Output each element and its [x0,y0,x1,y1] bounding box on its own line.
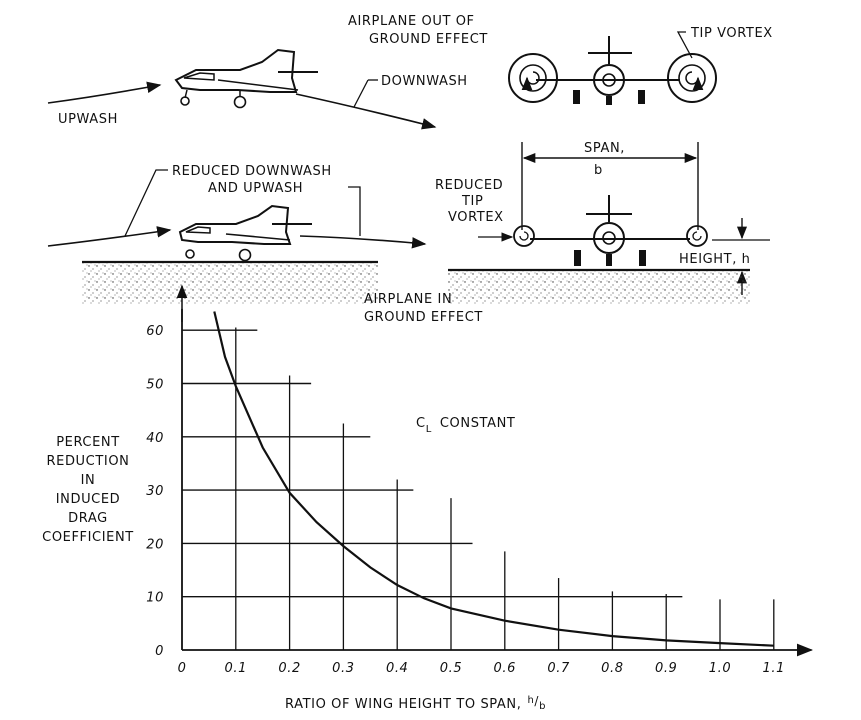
side-view-in-ground-effect: REDUCED DOWNWASH AND UPWASH [47,164,427,322]
x-axis-label: RATIO OF WING HEIGHT TO SPAN, h/b [285,694,546,712]
upwash-label: UPWASH [58,112,118,127]
tip-vortex-left [508,53,558,103]
y-tick-label: 60 [146,324,164,339]
y-tick-label: 30 [146,484,164,499]
airplane-side-body [174,48,298,93]
fuselage-front-in [593,222,625,254]
x-tick-label: 0.5 [440,661,462,676]
span-label-2: b [594,163,603,178]
y-tick-label: 50 [146,378,164,393]
x-tick-label: 0.4 [386,661,408,676]
airplane-side-main-wheel [233,95,247,109]
chart-axes [181,308,814,657]
chart-grid [182,327,775,650]
x-tick-label: 0.7 [547,661,570,676]
x-tick-label: 0.9 [655,661,677,676]
span-label-1: SPAN, [584,141,625,156]
x-tick-label: 1.0 [709,661,731,676]
airplane-side-canopy [183,72,215,81]
downwash-label: DOWNWASH [381,74,468,89]
reduced-vortex-right [686,225,708,247]
y-tick-label: 10 [146,591,164,606]
airplane-ground-main-wheel [238,248,252,262]
ground-right [448,270,750,304]
drag-reduction-chart: 0 0.1 0.2 0.3 0.4 0.5 0.6 0.7 0.8 0.9 1.0 1.1 0 10 20… [42,308,814,712]
x-tick-labels: 0 0.1 0.2 0.3 0.4 0.5 0.6 0.7 0.8 0.9 1.0 1.1 [178,661,785,676]
reduced-tip-label-1: REDUCED [435,178,503,193]
fuselage-front-out [593,64,625,96]
in-ground-label-2: GROUND EFFECT [364,310,483,325]
series-line-drag-reduction [213,311,774,647]
in-ground-label-1: AIRPLANE IN [364,292,452,307]
y-axis-label-line: IN [81,473,96,488]
front-view-in-ground-effect: SPAN, b REDUCED TIP VORTEX HEIGHT, h AIR… [364,141,770,325]
reduced-downwash-label-2: AND UPWASH [208,181,303,196]
upwash-arrow [47,81,162,104]
y-axis-label-line: REDUCTION [47,454,130,469]
x-tick-label: 0.6 [494,661,516,676]
side-view-out-of-ground-effect: UPWASH DOWNWASH [47,48,468,130]
out-of-ground-label-1: AIRPLANE OUT OF [348,14,475,29]
x-tick-label: 0.2 [278,661,300,676]
x-tick-label: 1.1 [763,661,785,676]
reduced-tip-label-3: VORTEX [448,210,504,225]
ground-left [82,262,378,304]
airplane-ground-nose-wheel [185,249,195,259]
y-tick-labels: 0 10 20 30 40 50 60 [146,324,164,659]
y-axis-label-line: PERCENT [56,435,120,450]
y-axis-label-line: INDUCED [56,492,121,507]
cl-constant-annotation: CL CONSTANT [416,416,515,435]
tip-vortex-label: TIP VORTEX [690,26,773,41]
reduced-downwash-label-1: REDUCED DOWNWASH [172,164,332,179]
x-tick-label: 0 [178,661,187,676]
airplane-ground-body [178,204,292,245]
downwash-arrow [295,93,437,130]
y-tick-label: 0 [155,644,164,659]
airplane-side-nose-wheel [180,96,190,106]
reduced-downwash-arrow [299,235,427,249]
reduced-tip-label-2: TIP [461,194,483,209]
height-label: HEIGHT, h [679,252,751,267]
y-axis-label: PERCENT REDUCTION IN INDUCED DRAG COEFFICIENT [42,435,134,545]
front-view-out-of-ground-effect: AIRPLANE OUT OF GROUND EFFECT TIP VORTEX [348,14,773,105]
x-tick-label: 0.3 [332,661,354,676]
y-axis-label-line: DRAG [68,511,108,526]
x-tick-label: 0.1 [225,661,247,676]
out-of-ground-label-2: GROUND EFFECT [369,32,488,47]
y-tick-label: 20 [146,537,164,552]
tip-vortex-right [667,53,717,103]
reduced-upwash-arrow [47,226,172,247]
y-axis-label-line: COEFFICIENT [42,530,134,545]
x-tick-label: 0.8 [601,661,623,676]
y-tick-label: 40 [146,431,164,446]
reduced-vortex-left [513,225,535,247]
